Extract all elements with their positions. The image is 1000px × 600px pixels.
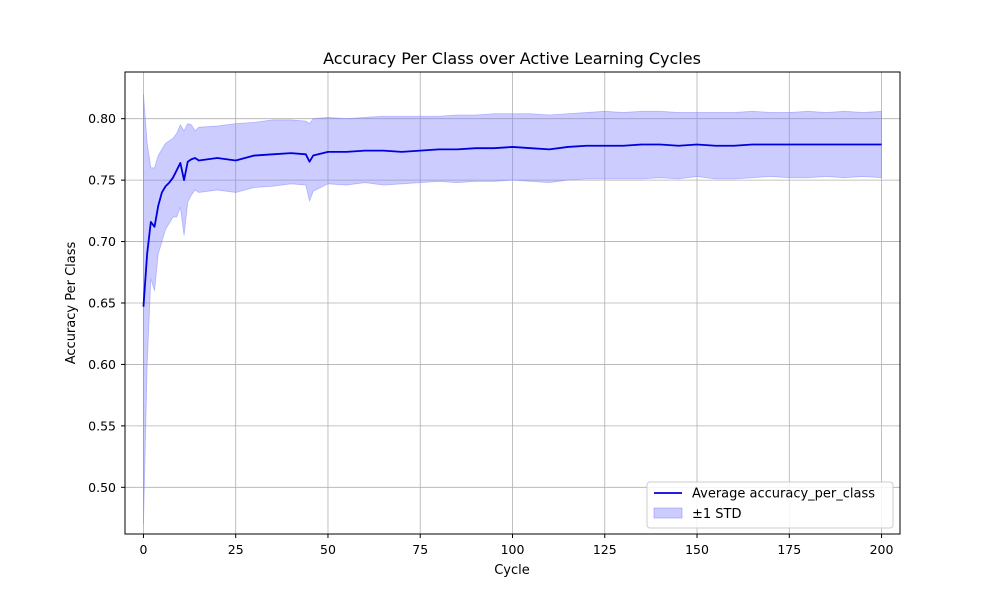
y-axis-label: Accuracy Per Class <box>64 242 79 365</box>
legend: Average accuracy_per_class ±1 STD <box>646 481 894 529</box>
y-tick-label: 0.80 <box>88 111 116 126</box>
legend-box <box>646 481 894 529</box>
x-tick-label: 125 <box>593 542 617 557</box>
y-tick-label: 0.60 <box>88 357 116 372</box>
x-tick-label: 100 <box>501 542 525 557</box>
x-tick-label: 25 <box>228 542 244 557</box>
x-tick-label: 175 <box>777 542 801 557</box>
y-tick-label: 0.70 <box>88 234 116 249</box>
std-band <box>143 94 882 525</box>
legend-label-mean: Average accuracy_per_class <box>692 487 875 502</box>
y-tick-label: 0.75 <box>88 173 116 188</box>
x-tick-label: 200 <box>870 542 894 557</box>
y-tick-label: 0.50 <box>88 480 116 495</box>
chart-title: Accuracy Per Class over Active Learning … <box>323 49 701 68</box>
x-tick-label: 0 <box>139 542 147 557</box>
mean-line <box>142 143 882 307</box>
x-tick-label: 150 <box>685 542 709 557</box>
legend-label-std: ±1 STD <box>692 507 742 522</box>
x-axis-label: Cycle <box>494 563 530 578</box>
x-tick-label: 50 <box>320 542 336 557</box>
legend-swatch-std <box>653 507 683 519</box>
y-tick-label: 0.55 <box>88 418 116 433</box>
x-tick-label: 75 <box>412 542 428 557</box>
y-tick-label: 0.65 <box>88 296 116 311</box>
